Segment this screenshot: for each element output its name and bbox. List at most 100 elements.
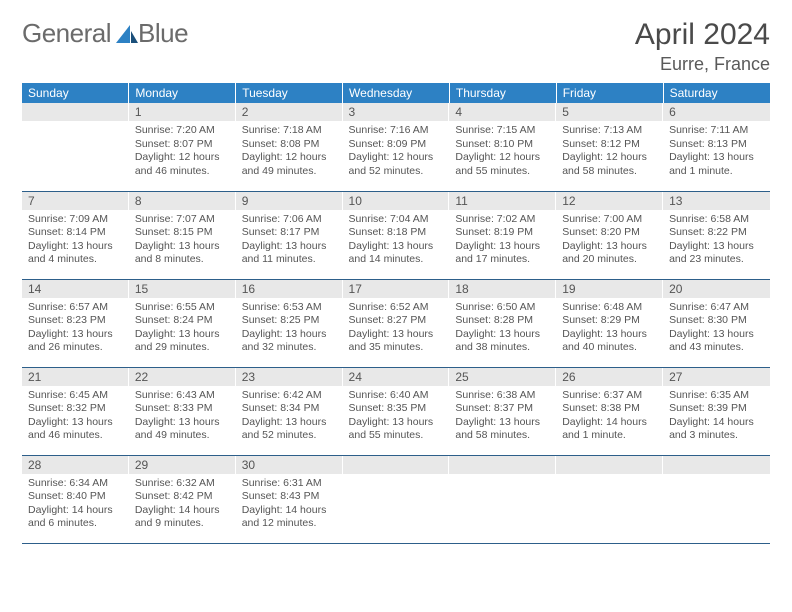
day-line: Sunrise: 7:02 AM: [455, 213, 550, 227]
day-line: Sunrise: 6:42 AM: [242, 389, 337, 403]
calendar-cell: 25Sunrise: 6:38 AMSunset: 8:37 PMDayligh…: [449, 367, 556, 455]
day-line: Sunset: 8:35 PM: [349, 402, 444, 416]
day-content: Sunrise: 6:50 AMSunset: 8:28 PMDaylight:…: [449, 298, 556, 360]
day-line: Daylight: 14 hours: [135, 504, 230, 518]
day-number: 30: [236, 456, 343, 474]
calendar-cell: 15Sunrise: 6:55 AMSunset: 8:24 PMDayligh…: [129, 279, 236, 367]
day-line: Sunset: 8:20 PM: [562, 226, 657, 240]
calendar-cell: 24Sunrise: 6:40 AMSunset: 8:35 PMDayligh…: [343, 367, 450, 455]
day-line: Sunrise: 7:13 AM: [562, 124, 657, 138]
calendar-cell: [22, 103, 129, 191]
day-line: Sunset: 8:10 PM: [455, 138, 550, 152]
day-number: 27: [663, 368, 770, 386]
calendar-cell: [449, 455, 556, 543]
day-number: 1: [129, 103, 236, 121]
day-line: Sunset: 8:40 PM: [28, 490, 123, 504]
day-line: Sunrise: 6:55 AM: [135, 301, 230, 315]
day-line: Sunrise: 7:11 AM: [669, 124, 764, 138]
day-line: and 29 minutes.: [135, 341, 230, 355]
day-number: 14: [22, 280, 129, 298]
calendar-cell: 20Sunrise: 6:47 AMSunset: 8:30 PMDayligh…: [663, 279, 770, 367]
calendar-cell: 4Sunrise: 7:15 AMSunset: 8:10 PMDaylight…: [449, 103, 556, 191]
calendar-cell: 7Sunrise: 7:09 AMSunset: 8:14 PMDaylight…: [22, 191, 129, 279]
day-header: Friday: [556, 83, 663, 103]
day-line: Sunset: 8:08 PM: [242, 138, 337, 152]
title-block: April 2024 Eurre, France: [635, 18, 770, 75]
calendar-cell: [343, 455, 450, 543]
day-line: Sunset: 8:24 PM: [135, 314, 230, 328]
day-content: Sunrise: 7:18 AMSunset: 8:08 PMDaylight:…: [236, 121, 343, 183]
day-content: Sunrise: 6:38 AMSunset: 8:37 PMDaylight:…: [449, 386, 556, 448]
day-content: Sunrise: 6:35 AMSunset: 8:39 PMDaylight:…: [663, 386, 770, 448]
calendar-cell: 8Sunrise: 7:07 AMSunset: 8:15 PMDaylight…: [129, 191, 236, 279]
day-line: and 14 minutes.: [349, 253, 444, 267]
day-content: Sunrise: 7:16 AMSunset: 8:09 PMDaylight:…: [343, 121, 450, 183]
day-line: and 46 minutes.: [135, 165, 230, 179]
day-content: Sunrise: 6:52 AMSunset: 8:27 PMDaylight:…: [343, 298, 450, 360]
day-line: Sunrise: 7:09 AM: [28, 213, 123, 227]
day-number: 23: [236, 368, 343, 386]
brand-logo: General Blue: [22, 18, 188, 49]
day-line: Sunset: 8:37 PM: [455, 402, 550, 416]
day-line: Sunrise: 6:48 AM: [562, 301, 657, 315]
day-line: Sunrise: 6:31 AM: [242, 477, 337, 491]
day-number: 3: [343, 103, 450, 121]
day-line: Sunrise: 6:53 AM: [242, 301, 337, 315]
day-line: and 9 minutes.: [135, 517, 230, 531]
day-content: Sunrise: 6:43 AMSunset: 8:33 PMDaylight:…: [129, 386, 236, 448]
day-content: Sunrise: 7:00 AMSunset: 8:20 PMDaylight:…: [556, 210, 663, 272]
day-content: Sunrise: 6:47 AMSunset: 8:30 PMDaylight:…: [663, 298, 770, 360]
day-number: 25: [449, 368, 556, 386]
calendar-cell: 14Sunrise: 6:57 AMSunset: 8:23 PMDayligh…: [22, 279, 129, 367]
day-line: Daylight: 13 hours: [135, 416, 230, 430]
day-number: [343, 456, 450, 474]
day-line: Sunset: 8:28 PM: [455, 314, 550, 328]
day-line: Sunrise: 6:35 AM: [669, 389, 764, 403]
day-number: 26: [556, 368, 663, 386]
day-line: Sunset: 8:19 PM: [455, 226, 550, 240]
day-number: 19: [556, 280, 663, 298]
day-content: Sunrise: 7:02 AMSunset: 8:19 PMDaylight:…: [449, 210, 556, 272]
day-number: [556, 456, 663, 474]
day-content: Sunrise: 6:45 AMSunset: 8:32 PMDaylight:…: [22, 386, 129, 448]
calendar-cell: 1Sunrise: 7:20 AMSunset: 8:07 PMDaylight…: [129, 103, 236, 191]
day-number: 12: [556, 192, 663, 210]
day-number: 7: [22, 192, 129, 210]
day-line: Daylight: 13 hours: [455, 240, 550, 254]
day-line: Sunrise: 6:32 AM: [135, 477, 230, 491]
day-content: Sunrise: 7:20 AMSunset: 8:07 PMDaylight:…: [129, 121, 236, 183]
day-line: and 52 minutes.: [242, 429, 337, 443]
day-content: Sunrise: 6:58 AMSunset: 8:22 PMDaylight:…: [663, 210, 770, 272]
day-content: Sunrise: 6:55 AMSunset: 8:24 PMDaylight:…: [129, 298, 236, 360]
day-line: Daylight: 12 hours: [455, 151, 550, 165]
day-content: Sunrise: 7:07 AMSunset: 8:15 PMDaylight:…: [129, 210, 236, 272]
day-line: Sunset: 8:22 PM: [669, 226, 764, 240]
day-line: and 46 minutes.: [28, 429, 123, 443]
day-number: 28: [22, 456, 129, 474]
calendar-cell: 18Sunrise: 6:50 AMSunset: 8:28 PMDayligh…: [449, 279, 556, 367]
day-content: Sunrise: 6:31 AMSunset: 8:43 PMDaylight:…: [236, 474, 343, 536]
day-line: Daylight: 13 hours: [349, 240, 444, 254]
day-content: Sunrise: 6:48 AMSunset: 8:29 PMDaylight:…: [556, 298, 663, 360]
day-line: and 52 minutes.: [349, 165, 444, 179]
calendar-cell: 10Sunrise: 7:04 AMSunset: 8:18 PMDayligh…: [343, 191, 450, 279]
day-line: Daylight: 14 hours: [562, 416, 657, 430]
day-number: 18: [449, 280, 556, 298]
day-line: and 1 minute.: [669, 165, 764, 179]
calendar-cell: 17Sunrise: 6:52 AMSunset: 8:27 PMDayligh…: [343, 279, 450, 367]
day-line: Daylight: 12 hours: [349, 151, 444, 165]
day-line: Sunrise: 6:52 AM: [349, 301, 444, 315]
day-line: Sunset: 8:18 PM: [349, 226, 444, 240]
calendar-cell: 16Sunrise: 6:53 AMSunset: 8:25 PMDayligh…: [236, 279, 343, 367]
brand-text-b: Blue: [138, 18, 188, 49]
day-number: 21: [22, 368, 129, 386]
day-line: and 1 minute.: [562, 429, 657, 443]
day-number: 2: [236, 103, 343, 121]
day-number: [22, 103, 129, 121]
day-number: 15: [129, 280, 236, 298]
day-line: and 3 minutes.: [669, 429, 764, 443]
day-line: and 6 minutes.: [28, 517, 123, 531]
day-line: Sunrise: 6:57 AM: [28, 301, 123, 315]
day-line: Sunrise: 7:18 AM: [242, 124, 337, 138]
calendar-table: SundayMondayTuesdayWednesdayThursdayFrid…: [22, 83, 770, 544]
